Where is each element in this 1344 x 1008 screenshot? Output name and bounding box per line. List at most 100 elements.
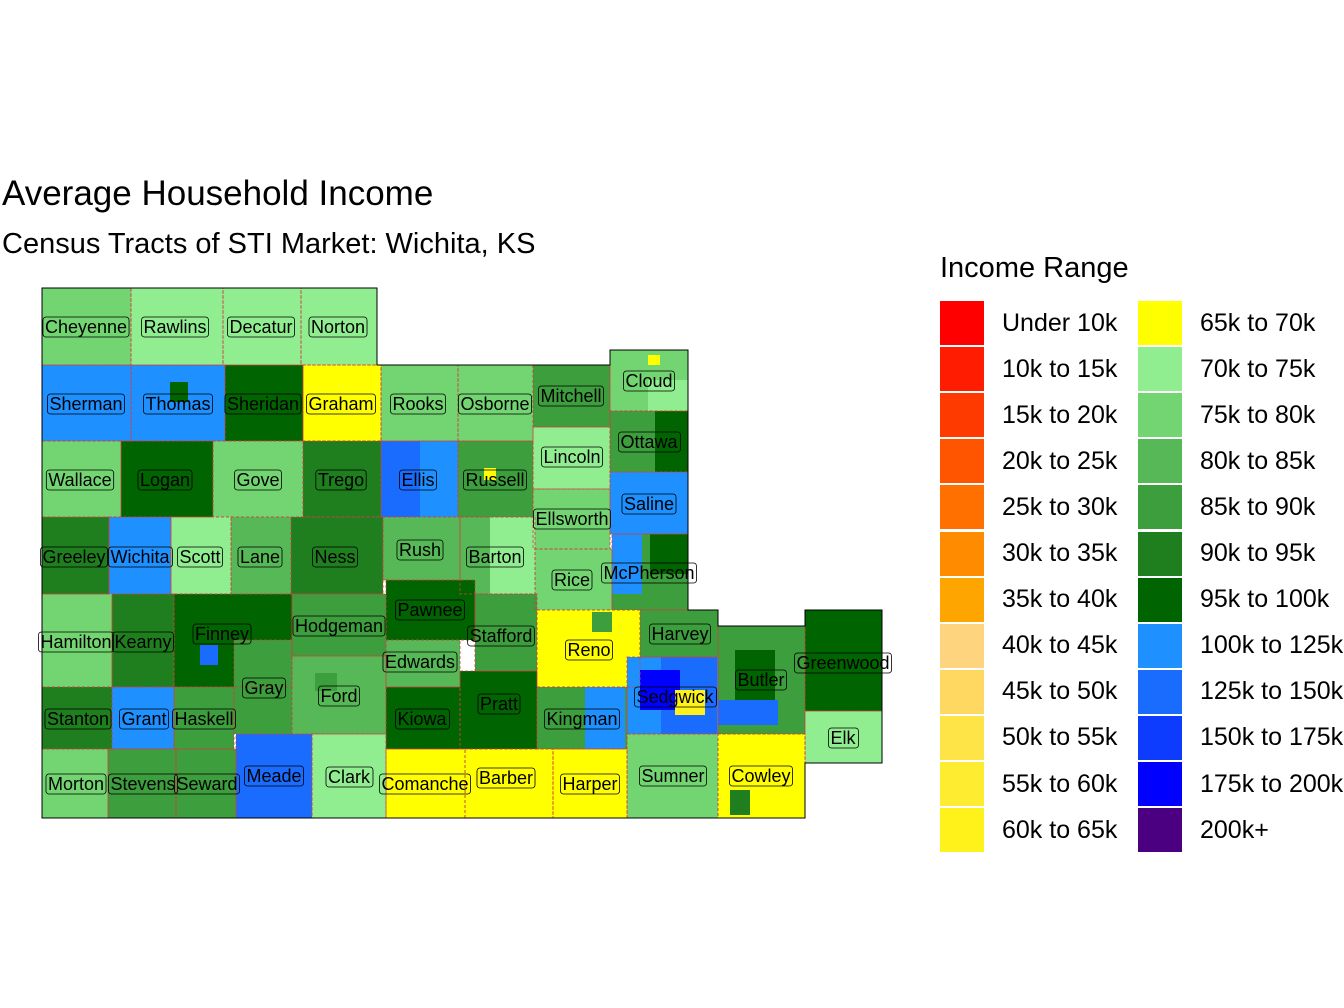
tract-patch (648, 380, 688, 411)
county-scott (171, 517, 231, 594)
tract-patch (760, 744, 805, 818)
county-label-text: Barber (479, 768, 533, 788)
county-label: Ford (318, 685, 360, 707)
legend-label: 65k to 70k (1200, 308, 1316, 337)
county-label-box (237, 546, 283, 568)
county-label-box (382, 651, 458, 673)
legend-label: 90k to 95k (1200, 539, 1316, 567)
county-label-box (476, 767, 536, 789)
county-label: Thomas (143, 393, 213, 415)
county-label: Barber (476, 767, 536, 789)
legend-label: 45k to 50k (1002, 677, 1118, 706)
county-border (380, 364, 459, 442)
legend-swatch (1138, 439, 1182, 484)
county-label-box (623, 370, 675, 392)
county-border (175, 748, 237, 819)
county-comanche (386, 749, 465, 818)
legend-swatch (940, 531, 984, 576)
legend-swatch (1138, 623, 1182, 668)
county-label: Wichita (108, 546, 173, 568)
county-label-text: Harper (562, 774, 617, 794)
county-ellsworth (533, 489, 610, 549)
legend-label: 95k to 100k (1200, 585, 1330, 614)
county-label-box (541, 446, 603, 468)
county-border (291, 655, 387, 735)
county-label-box (325, 766, 374, 788)
county-rice (535, 549, 612, 610)
county-border (609, 410, 689, 473)
county-label-text: Reno (567, 640, 610, 660)
county-label-text: Sherman (49, 394, 122, 414)
county-cheyenne (42, 288, 131, 365)
county-label-text: Harvey (651, 624, 708, 644)
county-harper (553, 749, 627, 818)
county-meade (236, 734, 312, 818)
county-label-text: Stafford (470, 626, 533, 646)
county-label: Russell (463, 469, 527, 491)
county-label-text: Wallace (48, 470, 111, 490)
legend-item: 45k to 50k (940, 669, 1118, 714)
county-decatur (223, 288, 301, 365)
county-edwards (386, 640, 460, 687)
county-label-text: Gray (244, 678, 283, 698)
legend-label: 30k to 35k (1002, 539, 1118, 567)
county-label-text: Osborne (460, 394, 529, 414)
county-label-box (44, 708, 112, 730)
county-label-box (618, 431, 681, 453)
county-label: Wallace (45, 469, 115, 491)
tract-patch (625, 472, 665, 502)
county-label-text: Haskell (174, 709, 233, 729)
county-label-text: Kiowa (397, 709, 447, 729)
county-label-box (735, 669, 787, 691)
legend-label: 85k to 90k (1200, 492, 1316, 521)
county-label-text: Greeley (42, 547, 105, 567)
county-label-box (192, 623, 252, 645)
legend-label: 80k to 85k (1200, 446, 1316, 475)
county-label-box (308, 316, 368, 338)
county-label: Decatur (227, 316, 295, 338)
county-label: Edwards (382, 651, 458, 673)
county-mitchell (533, 365, 610, 427)
county-label-box (379, 773, 471, 795)
county-label: Seward (174, 773, 240, 795)
tract-patch (300, 440, 301, 441)
legend-label: 20k to 25k (1002, 446, 1118, 475)
county-label-box (137, 469, 193, 491)
county-label-text: Pratt (480, 694, 518, 714)
county-label-box (467, 625, 535, 647)
county-logan (121, 441, 213, 517)
county-label-box (396, 539, 444, 561)
county-label: Sheridan (224, 393, 302, 415)
county-hamilton (42, 594, 112, 687)
legend-label: 35k to 40k (1002, 585, 1118, 614)
county-label-box (395, 599, 465, 621)
legend-item: 70k to 75k (1138, 347, 1315, 392)
county-label-text: Hodgeman (295, 616, 383, 636)
county-label-text: Ness (314, 547, 355, 567)
legend-label: 125k to 150k (1200, 677, 1344, 706)
county-label: Stafford (467, 625, 535, 647)
county-label-text: Scott (179, 547, 220, 567)
county-hodgeman (292, 594, 386, 656)
legend-swatch (940, 577, 984, 622)
county-label: Rooks (390, 393, 446, 415)
county-label-text: Butler (737, 670, 784, 690)
county-label: Greenwood (794, 652, 892, 674)
county-label-box (315, 469, 367, 491)
legend-label: 60k to 65k (1002, 815, 1118, 844)
county-label-box (538, 385, 604, 407)
county-label: Harper (560, 773, 620, 795)
legend-item: 80k to 85k (1138, 439, 1316, 484)
tract-patch (200, 645, 218, 665)
county-label: Reno (565, 639, 613, 661)
county-label: Barton (466, 546, 524, 568)
county-label-box (224, 393, 302, 415)
county-label: Lincoln (541, 446, 603, 468)
county-label: Haskell (172, 708, 236, 730)
county-label: Mitchell (538, 385, 604, 407)
county-label-box (244, 765, 304, 787)
county-label: Comanche (379, 773, 471, 795)
county-label-box (112, 631, 174, 653)
county-label-box (306, 393, 376, 415)
county-label-box (177, 546, 223, 568)
